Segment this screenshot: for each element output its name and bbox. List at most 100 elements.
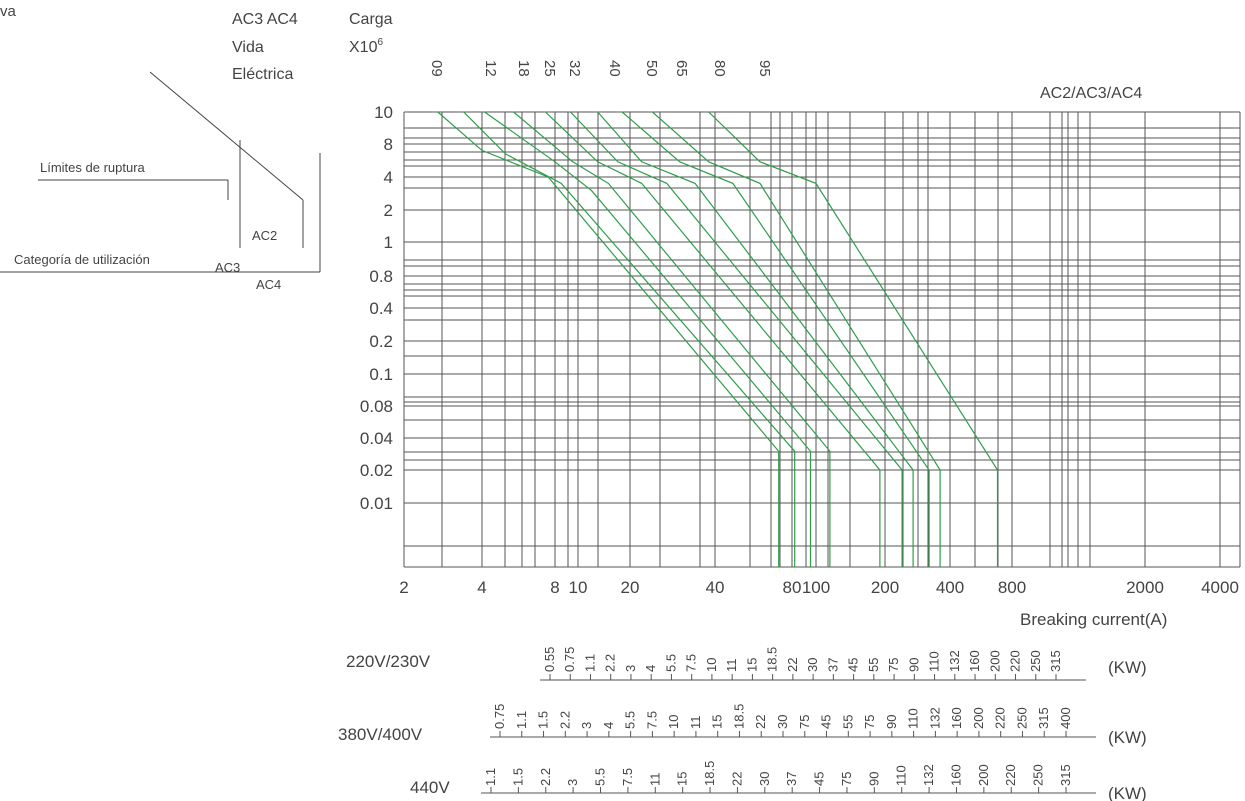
y-tick-label: 0.02 [360,461,393,480]
kw-value-label: 30 [775,715,790,729]
life-curve-95 [708,111,999,567]
x-axis-label: Breaking current(A) [1020,610,1167,629]
ac3-label: AC3 [215,260,240,275]
kw-value-label: 18.5 [702,761,717,786]
kw-value-label: 37 [825,658,840,672]
x-tick-label: 100 [802,578,830,597]
kw-value-label: 250 [1028,650,1043,672]
kw-value-label: 15 [675,772,690,786]
kw-value-label: 132 [927,707,942,729]
series-top-label: 95 [756,60,773,77]
utilization-diagram [0,71,321,273]
kw-value-label: 15 [744,658,759,672]
kw-value-label: 11 [688,716,703,730]
y-tick-label: 0.01 [360,494,393,513]
header-carga: Carga [349,11,393,28]
series-top-label: 12 [482,60,499,77]
kw-value-label: 220 [1003,764,1018,786]
kw-value-label: 18.5 [765,647,780,672]
kw-value-label: 110 [906,708,921,729]
y-tick-label: 0.4 [369,299,393,318]
kw-value-label: 45 [846,658,861,672]
kw-value-label: 160 [948,764,963,786]
kw-value-label: 0.75 [562,647,577,672]
y-tick-label: 0.1 [369,365,393,384]
rupture-limits-label: Límites de ruptura [40,160,146,175]
x-tick-label: 4000 [1201,578,1239,597]
kw-value-label: 90 [884,715,899,729]
kw-value-label: 55 [840,715,855,729]
kw-value-label: 1.5 [536,711,551,729]
kw-value-label: 1.1 [582,654,597,672]
kw-value-label: 7.5 [644,711,659,729]
kw-value-label: 7.5 [620,768,635,786]
kw-value-label: 110 [927,651,942,672]
series-title: AC2/AC3/AC4 [1040,85,1142,102]
series-top-label: 80 [711,60,728,77]
kw-value-label: 3 [623,665,638,672]
kw-value-label: 132 [921,764,936,786]
y-tick-label: 4 [384,168,393,187]
kw-value-label: 3 [565,779,580,786]
kw-value-label: 200 [976,764,991,786]
y-tick-label: 0.04 [360,429,393,448]
series-top-label: 50 [643,60,660,77]
series-top-label: 09 [428,60,445,77]
kw-value-label: 250 [1014,707,1029,729]
y-tick-label: 0.08 [360,397,393,416]
kw-value-label: 22 [729,772,744,786]
unit-label: (KW) [1108,658,1147,677]
series-top-label: 32 [566,60,583,77]
x-tick-label: 4 [477,578,486,597]
x-tick-label: 2000 [1126,578,1164,597]
y-tick-label: 10 [374,103,393,122]
vertical-grid [403,112,1241,567]
kw-value-label: 4 [643,665,658,672]
kw-value-label: 45 [819,715,834,729]
kw-value-label: 110 [894,765,909,786]
kw-value-label: 1.1 [514,711,529,729]
kw-value-label: 90 [866,772,881,786]
life-curve-50 [597,111,914,567]
series-top-labels: 09 12 18 25 32 40 50 65 80 95 [428,60,773,77]
header-x10-base: X10 [349,39,378,56]
kw-value-label: 315 [1048,650,1063,672]
x-tick-label: 10 [569,578,588,597]
corner-label: va [0,3,17,20]
kw-value-label: 10 [666,715,681,729]
header-x10-exp: 6 [377,37,383,48]
kw-value-label: 7.5 [684,654,699,672]
y-tick-label: 8 [384,135,393,154]
series-top-label: 18 [515,60,532,77]
y-tick-label: 1 [384,233,393,252]
voltage-label: 380V/400V [338,725,423,744]
y-tick-label: 0.8 [369,267,393,286]
y-axis-tick-labels: 10 8 4 2 1 0.8 0.4 0.2 0.1 0.08 0.04 0.02 0.01 [360,103,393,513]
kw-value-label: 18.5 [731,704,746,729]
kw-value-label: 3 [579,722,594,729]
diagram-diagonal-line [149,71,304,201]
kw-value-label: 11 [724,659,739,673]
x-tick-label: 800 [998,578,1026,597]
y-tick-label: 0.2 [369,332,393,351]
x-tick-label: 20 [621,578,640,597]
unit-label: (KW) [1108,728,1147,747]
kw-value-label: 75 [862,715,877,729]
kw-value-label: 22 [785,658,800,672]
life-curve-80 [652,111,941,567]
kw-value-label: 2.2 [538,768,553,786]
header-vida: Vida [232,39,264,56]
header-ac3-ac4: AC3 AC4 [232,11,298,28]
kw-value-label: 30 [805,658,820,672]
kw-value-label: 315 [1036,707,1051,729]
life-curve-12 [463,111,796,567]
kw-value-label: 0.75 [492,704,507,729]
ac4-label: AC4 [256,277,281,292]
utilization-category-label: Categoría de utilización [14,252,150,267]
kw-value-label: 75 [797,715,812,729]
kw-value-label: 2.2 [603,654,618,672]
x-tick-label: 200 [871,578,899,597]
kw-value-label: 132 [947,650,962,672]
kw-value-label: 75 [839,772,854,786]
kw-value-label: 220 [993,707,1008,729]
